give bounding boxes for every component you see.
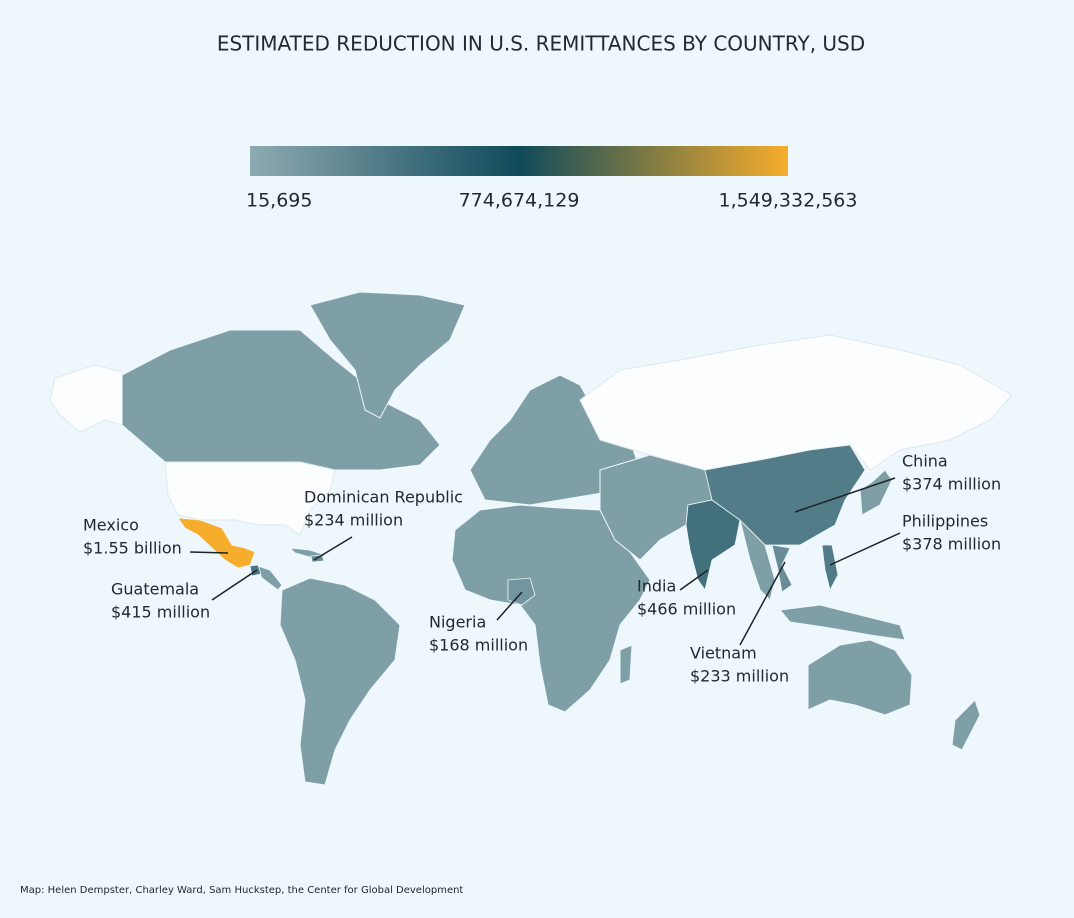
country-amount: $378 million [902, 535, 1001, 554]
source-note: Map: Helen Dempster, Charley Ward, Sam H… [20, 885, 463, 896]
country-name: Philippines [902, 512, 988, 531]
country-name: Vietnam [690, 644, 757, 663]
country-name: Guatemala [111, 580, 199, 599]
scale-label: 1,549,332,563 [718, 190, 857, 212]
country [821, 544, 839, 592]
base-map [49, 291, 1013, 786]
title: ESTIMATED REDUCTION IN U.S. REMITTANCES … [217, 32, 865, 56]
country [507, 577, 536, 606]
country-amount: $233 million [690, 667, 789, 686]
leader-line [189, 551, 229, 554]
leader-line [211, 569, 258, 601]
leader-line [496, 591, 523, 621]
leader-line [679, 569, 709, 591]
country-name: China [902, 452, 948, 471]
country [704, 444, 866, 546]
country [177, 517, 256, 569]
leader-line [739, 561, 786, 646]
scale-label: 15,695 [246, 190, 312, 212]
country-amount: $374 million [902, 475, 1001, 494]
country-amount: $1.55 billion [83, 539, 182, 558]
leader-line [794, 477, 896, 513]
country-name: Dominican Republic [304, 488, 463, 507]
color-scale [250, 146, 788, 176]
country-amount: $234 million [304, 511, 403, 530]
country-amount: $415 million [111, 603, 210, 622]
country-amount: $466 million [637, 600, 736, 619]
country-name: India [637, 577, 676, 596]
leader-line [829, 532, 901, 566]
leader-line [313, 536, 353, 561]
country-name: Mexico [83, 516, 139, 535]
scale-label: 774,674,129 [459, 190, 580, 212]
country-name: Nigeria [429, 613, 486, 632]
country-amount: $168 million [429, 636, 528, 655]
